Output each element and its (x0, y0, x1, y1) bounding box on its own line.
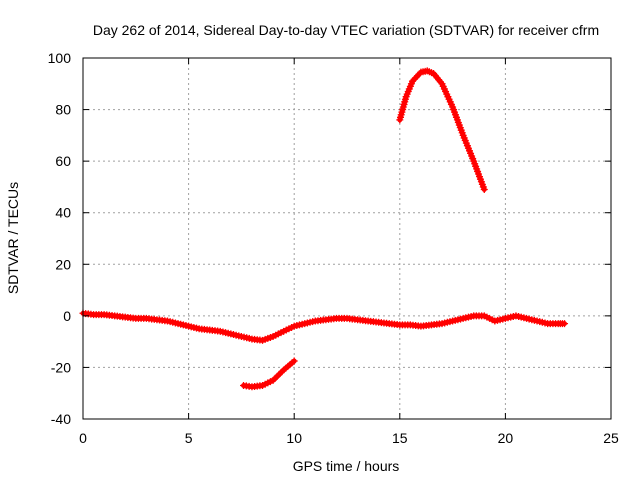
data-point (480, 186, 488, 194)
y-tick-label: -20 (51, 359, 71, 375)
x-tick-label: 15 (392, 430, 408, 446)
y-tick-label: 80 (55, 102, 71, 118)
x-tick-label: 25 (603, 430, 619, 446)
axis-ticks (82, 57, 612, 420)
x-tick-label: 5 (185, 430, 193, 446)
x-tick-label: 20 (498, 430, 514, 446)
x-tick-label: 10 (286, 430, 302, 446)
plot-data (79, 67, 569, 391)
series-high-arc (396, 67, 488, 194)
x-axis-label: GPS time / hours (293, 458, 400, 474)
y-tick-label: 20 (55, 256, 71, 272)
x-tick-label: 0 (79, 430, 87, 446)
y-tick-label: 100 (48, 50, 72, 66)
grid (83, 58, 611, 419)
series-main-band (79, 309, 569, 344)
y-tick-label: 40 (55, 205, 71, 221)
data-point (290, 357, 298, 365)
y-tick-label: -40 (51, 411, 71, 427)
y-tick-label: 60 (55, 153, 71, 169)
y-tick-label: 0 (63, 308, 71, 324)
plot-frame (82, 57, 612, 420)
series-low-segment (240, 357, 298, 391)
y-axis-label: SDTVAR / TECUs (5, 182, 21, 294)
tick-labels: 0 5 10 15 20 25 -40 -20 0 20 40 60 80 100 (48, 50, 619, 446)
data-point (561, 320, 569, 328)
chart-title: Day 262 of 2014, Sidereal Day-to-day VTE… (93, 22, 599, 38)
